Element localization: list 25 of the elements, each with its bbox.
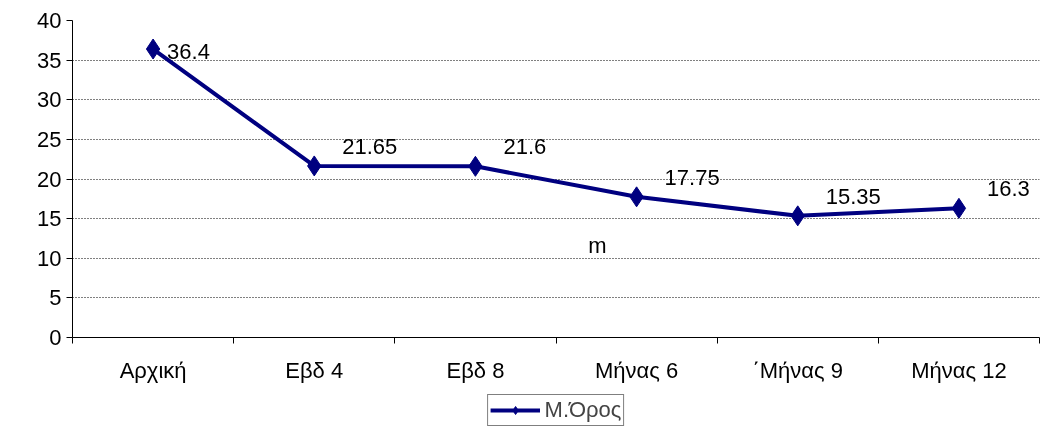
point <box>145 38 161 60</box>
data-label: 21.65 <box>342 133 398 159</box>
y-tick-label: 15 <box>37 206 62 232</box>
y-tick-label: 30 <box>37 87 62 113</box>
data-label: 21.6 <box>503 134 547 160</box>
legend-label: Μ.Όρος <box>544 397 622 423</box>
annotation: m <box>588 233 607 259</box>
x-tick-label: Μήνας 6 <box>594 357 679 383</box>
x-tick-label: Αρχική <box>119 357 187 383</box>
x-tick-label: Εβδ 4 <box>285 357 344 383</box>
y-tick-label: 40 <box>37 8 62 33</box>
data-label: 15.35 <box>825 183 881 209</box>
x-tick-label: Εβδ 8 <box>446 357 505 383</box>
data-label: 36.4 <box>167 39 210 65</box>
y-tick-label: 35 <box>37 47 62 73</box>
x-tick-label: Μήνας 12 <box>911 357 1007 383</box>
data-label: 16.3 <box>986 176 1030 202</box>
y-tick-label: 0 <box>49 325 62 350</box>
y-tick-label: 20 <box>37 166 62 192</box>
point <box>951 197 967 219</box>
y-tick-label: 25 <box>37 126 62 152</box>
y-tick-label: 5 <box>49 285 62 311</box>
y-tick-label: 10 <box>37 245 62 271</box>
data-label: 17.75 <box>664 164 720 190</box>
x-tick-label: ΄Μήνας 9 <box>752 357 844 383</box>
